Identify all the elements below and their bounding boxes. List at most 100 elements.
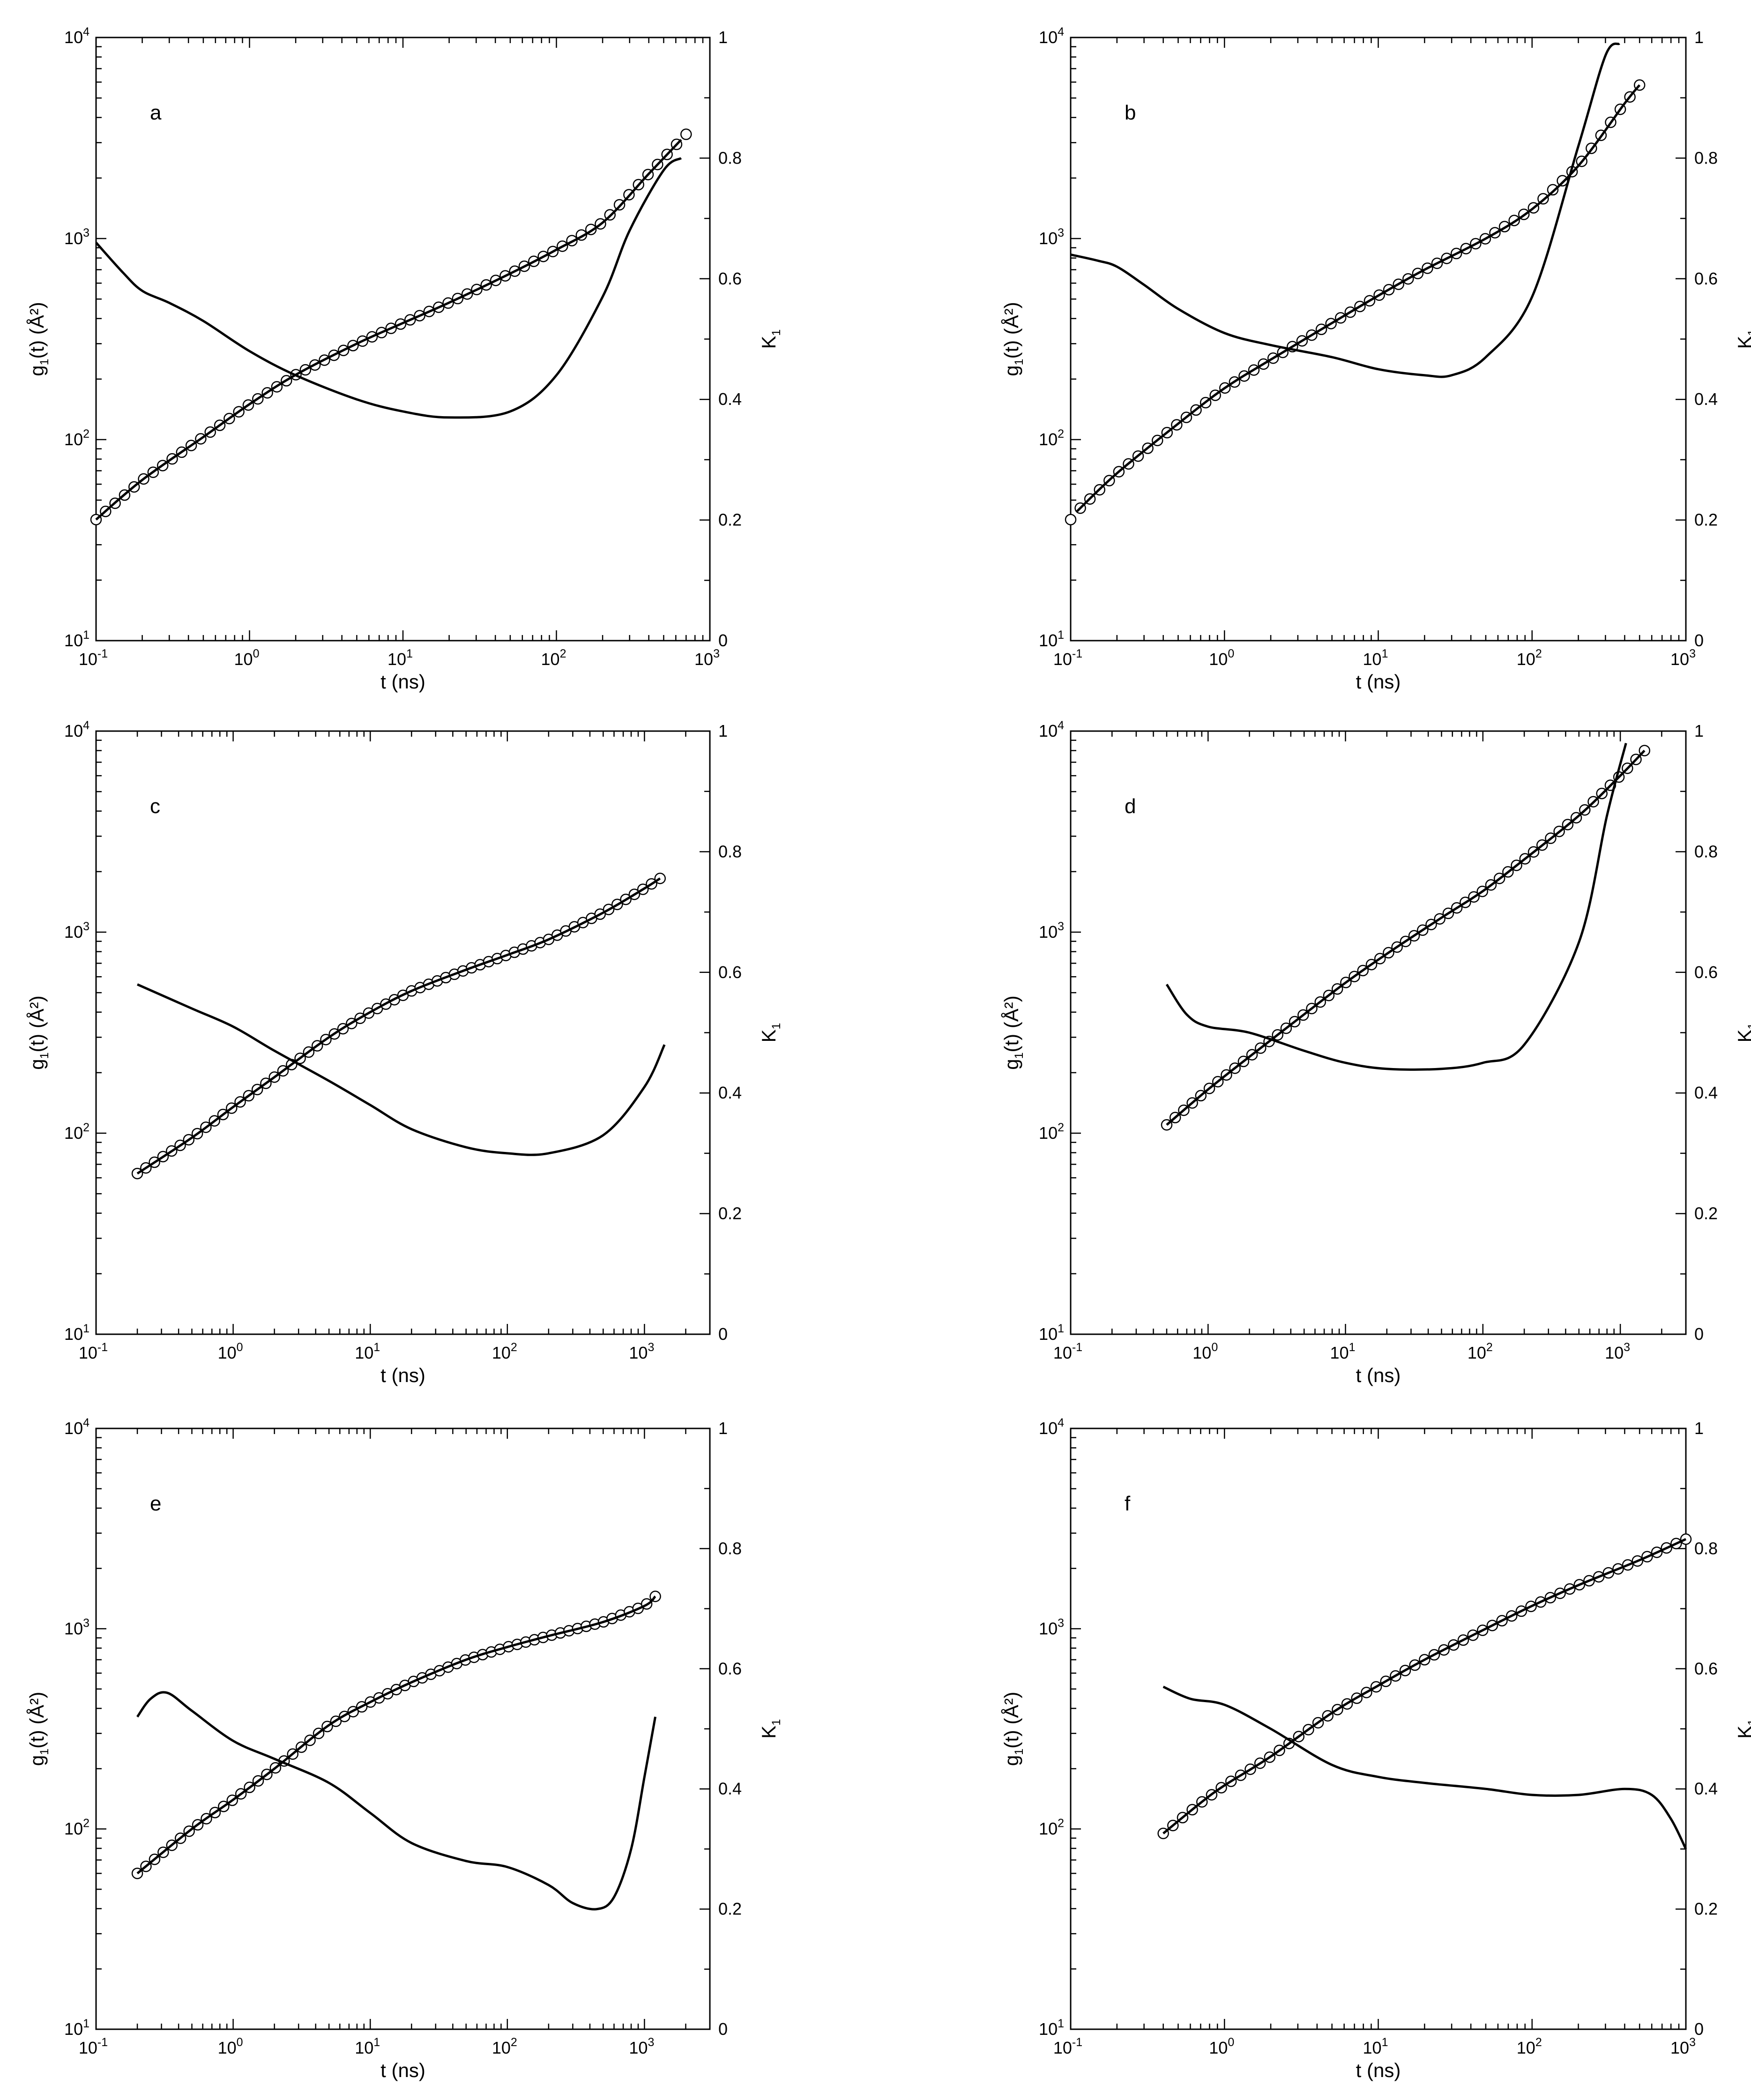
panel-letter: d bbox=[1125, 795, 1136, 818]
y2-tick-label: 0 bbox=[718, 1324, 728, 1344]
chart-panel-a: 10-1 100 101 102 103 101 102 103 104 0 0.2 0.4 0.6 0.… bbox=[26, 25, 783, 693]
y-tick-label: 104 bbox=[64, 719, 89, 740]
y2-tick-label: 0.4 bbox=[1694, 1083, 1718, 1102]
y2-tick-label: 0 bbox=[718, 2019, 728, 2039]
y-axis-label: g1(t) (Å²) bbox=[1000, 1692, 1026, 1766]
y2-tick-label: 0.6 bbox=[1694, 1659, 1718, 1678]
y-tick-label: 103 bbox=[64, 1616, 89, 1638]
y2-axis-label: K1 bbox=[1734, 329, 1751, 349]
y2-tick-label: 0 bbox=[1694, 2019, 1704, 2039]
y2-tick-label: 0.4 bbox=[1694, 389, 1718, 409]
y-tick-label: 102 bbox=[1039, 1121, 1064, 1143]
y2-tick-label: 0.8 bbox=[718, 148, 742, 167]
x-tick-label: 10-1 bbox=[79, 647, 108, 669]
g1-fit-curve bbox=[136, 1595, 656, 1875]
y2-axis-label: K1 bbox=[1734, 1719, 1751, 1739]
y-tick-label: 102 bbox=[64, 1817, 89, 1838]
x-tick-label: 103 bbox=[694, 647, 720, 669]
y-tick-label: 104 bbox=[1039, 1416, 1064, 1438]
y2-tick-label: 0.2 bbox=[718, 1899, 742, 1919]
x-tick-label: 101 bbox=[1363, 647, 1388, 669]
y-tick-label: 104 bbox=[1039, 719, 1064, 740]
y2-tick-label: 0.4 bbox=[718, 1779, 742, 1798]
chart-panel-f: 10-1 100 101 102 103 101 102 103 104 0 0.2 0.4 0.6 0.… bbox=[1000, 1416, 1751, 2081]
y2-tick-label: 0.6 bbox=[1694, 269, 1718, 288]
y2-tick-label: 1 bbox=[718, 721, 728, 740]
y-tick-label: 101 bbox=[64, 628, 89, 650]
x-tick-label: 101 bbox=[387, 647, 413, 669]
g1-data-point bbox=[1547, 184, 1559, 196]
x-tick-label: 100 bbox=[1209, 647, 1234, 669]
y2-tick-label: 0.8 bbox=[1694, 1539, 1718, 1558]
y-tick-label: 101 bbox=[64, 2017, 89, 2039]
y2-tick-label: 1 bbox=[1694, 28, 1704, 47]
y-tick-label: 101 bbox=[1039, 628, 1064, 650]
chart-panel-d: 10-1 100 101 102 103 101 102 103 104 0 0.2 0.4 0.6 0.… bbox=[1000, 719, 1751, 1386]
k1-curve bbox=[1162, 1685, 1687, 1850]
chart-panel-c: 10-1 100 101 102 103 101 102 103 104 0 0.2 0.4 0.6 0.… bbox=[26, 719, 783, 1386]
x-tick-label: 103 bbox=[629, 2036, 654, 2057]
k1-curve bbox=[1165, 743, 1627, 1071]
x-tick-label: 100 bbox=[218, 1341, 243, 1362]
x-tick-label: 100 bbox=[218, 2036, 243, 2057]
x-tick-label: 101 bbox=[1363, 2036, 1388, 2057]
y2-tick-label: 0.6 bbox=[718, 963, 742, 982]
y2-tick-label: 0.6 bbox=[1694, 963, 1718, 982]
y2-tick-label: 0.4 bbox=[1694, 1779, 1718, 1798]
chart-panel-e: 10-1 100 101 102 103 101 102 103 104 0 0.2 0.4 0.6 0.… bbox=[26, 1416, 783, 2081]
y2-tick-label: 0 bbox=[1694, 631, 1704, 650]
x-axis-label: t (ns) bbox=[1356, 2059, 1401, 2081]
x-tick-label: 100 bbox=[1209, 2036, 1234, 2057]
g1-fit-curve bbox=[1162, 1538, 1687, 1835]
y2-tick-label: 0.2 bbox=[1694, 1899, 1718, 1919]
y-tick-label: 103 bbox=[1039, 1616, 1064, 1638]
y2-axis-label: K1 bbox=[758, 1023, 783, 1043]
y2-tick-label: 1 bbox=[1694, 721, 1704, 740]
y-tick-label: 102 bbox=[1039, 427, 1064, 449]
x-tick-label: 102 bbox=[541, 647, 566, 669]
y2-axis-label: K1 bbox=[758, 329, 783, 349]
x-axis-label: t (ns) bbox=[380, 1364, 425, 1386]
x-tick-label: 101 bbox=[355, 2036, 380, 2057]
y-tick-label: 101 bbox=[1039, 1322, 1064, 1344]
y2-tick-label: 0.8 bbox=[718, 842, 742, 861]
x-tick-label: 101 bbox=[355, 1341, 380, 1362]
y2-axis-label: K1 bbox=[1734, 1023, 1751, 1043]
y-tick-label: 104 bbox=[1039, 25, 1064, 47]
k1-curve bbox=[95, 157, 682, 419]
g1-fit-curve bbox=[136, 877, 661, 1175]
y-tick-label: 101 bbox=[64, 1322, 89, 1344]
x-tick-label: 103 bbox=[629, 1341, 654, 1362]
y-axis-label: g1(t) (Å²) bbox=[26, 1692, 51, 1766]
k1-curve bbox=[1070, 42, 1620, 378]
y-tick-label: 103 bbox=[1039, 226, 1064, 248]
x-tick-label: 103 bbox=[1670, 647, 1696, 669]
y-axis-label: g1(t) (Å²) bbox=[1000, 302, 1026, 376]
plot-frame bbox=[1070, 730, 1687, 1335]
y-tick-label: 103 bbox=[64, 226, 89, 248]
k1-curve bbox=[136, 1691, 657, 1911]
y-axis-label: g1(t) (Å²) bbox=[26, 995, 51, 1070]
plot-frame bbox=[95, 1427, 711, 2030]
y2-tick-label: 0.2 bbox=[1694, 1204, 1718, 1223]
x-tick-label: 102 bbox=[1517, 2036, 1542, 2057]
y-axis-label: g1(t) (Å²) bbox=[1000, 995, 1026, 1070]
y-axis-label: g1(t) (Å²) bbox=[26, 302, 51, 376]
y2-tick-label: 0.8 bbox=[718, 1539, 742, 1558]
x-tick-label: 102 bbox=[492, 1341, 517, 1362]
x-tick-label: 101 bbox=[1330, 1341, 1356, 1362]
y2-tick-label: 0 bbox=[1694, 1324, 1704, 1344]
y-tick-label: 102 bbox=[64, 1121, 89, 1143]
g1-data-point bbox=[1557, 175, 1568, 187]
x-tick-label: 10-1 bbox=[79, 2036, 108, 2057]
panel-letter: a bbox=[150, 101, 162, 124]
y2-tick-label: 0.8 bbox=[1694, 148, 1718, 167]
x-tick-label: 102 bbox=[1468, 1341, 1493, 1362]
y-tick-label: 102 bbox=[64, 427, 89, 449]
x-tick-label: 100 bbox=[1192, 1341, 1218, 1362]
y-tick-label: 103 bbox=[64, 920, 89, 942]
x-tick-label: 102 bbox=[1517, 647, 1542, 669]
panel-letter: e bbox=[150, 1492, 161, 1515]
y2-tick-label: 0.2 bbox=[718, 510, 742, 530]
